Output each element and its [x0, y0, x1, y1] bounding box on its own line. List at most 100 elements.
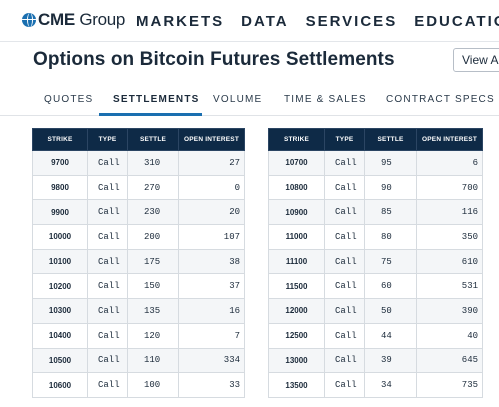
open-interest-cell: 0: [178, 174, 245, 201]
table-row: 12500 Call 44 40: [268, 322, 483, 349]
top-navigation-bar: CME Group MARKETS DATA SERVICES EDUCATIO…: [0, 0, 499, 42]
tab-contract-specs[interactable]: CONTRACT SPECS: [386, 94, 495, 105]
table-header-row: STRIKE TYPE SETTLE OPEN INTEREST: [32, 128, 245, 151]
settle-cell: 270: [127, 174, 179, 201]
strike-cell: 13000: [268, 347, 325, 374]
open-interest-cell: 107: [178, 224, 245, 250]
strike-cell: 10900: [268, 199, 325, 226]
table-row: 10000 Call 200 107: [32, 224, 245, 250]
type-cell: Call: [87, 199, 128, 226]
type-cell: Call: [324, 347, 365, 374]
table-row: 10900 Call 85 116: [268, 199, 483, 226]
strike-cell: 10000: [32, 224, 88, 250]
settle-cell: 310: [127, 150, 179, 176]
strike-cell: 10400: [32, 322, 88, 349]
type-cell: Call: [324, 199, 365, 226]
type-cell: Call: [87, 298, 128, 324]
open-interest-cell: 390: [416, 298, 483, 324]
globe-icon: [22, 13, 36, 27]
type-cell: Call: [87, 273, 128, 300]
table-row: 11500 Call 60 531: [268, 273, 483, 300]
page-title: Options on Bitcoin Futures Settlements: [33, 49, 395, 70]
settle-cell: 85: [364, 199, 417, 226]
settle-cell: 60: [364, 273, 417, 300]
strike-cell: 12000: [268, 298, 325, 324]
open-interest-cell: 735: [416, 372, 483, 398]
settlements-table-left: STRIKE TYPE SETTLE OPEN INTEREST 9700 Cal…: [32, 128, 245, 398]
type-cell: Call: [324, 248, 365, 275]
open-interest-cell: 40: [416, 322, 483, 349]
open-interest-cell: 38: [178, 248, 245, 275]
tab-settlements[interactable]: SETTLEMENTS: [113, 94, 200, 105]
column-header-settle[interactable]: SETTLE: [364, 128, 417, 151]
settle-cell: 50: [364, 298, 417, 324]
settle-cell: 110: [127, 347, 179, 374]
settle-cell: 120: [127, 322, 179, 349]
strike-cell: 11000: [268, 224, 325, 250]
tab-volume[interactable]: VOLUME: [213, 94, 263, 105]
strike-cell: 10700: [268, 150, 325, 176]
cme-group-logo[interactable]: CME Group: [22, 10, 125, 30]
column-header-open-interest[interactable]: OPEN INTEREST: [416, 128, 483, 151]
type-cell: Call: [324, 224, 365, 250]
column-header-strike[interactable]: STRIKE: [268, 128, 325, 151]
open-interest-cell: 33: [178, 372, 245, 398]
tab-quotes[interactable]: QUOTES: [44, 94, 94, 105]
open-interest-cell: 20: [178, 199, 245, 226]
table-row: 10300 Call 135 16: [32, 298, 245, 324]
table-row: 10200 Call 150 37: [32, 273, 245, 300]
table-row: 9800 Call 270 0: [32, 174, 245, 201]
settle-cell: 44: [364, 322, 417, 349]
table-row: 11000 Call 80 350: [268, 224, 483, 250]
table-row: 11100 Call 75 610: [268, 248, 483, 275]
table-row: 10700 Call 95 6: [268, 150, 483, 176]
strike-cell: 10300: [32, 298, 88, 324]
open-interest-cell: 531: [416, 273, 483, 300]
type-cell: Call: [324, 372, 365, 398]
type-cell: Call: [87, 224, 128, 250]
open-interest-cell: 37: [178, 273, 245, 300]
strike-cell: 9800: [32, 174, 88, 201]
strike-cell: 10500: [32, 347, 88, 374]
type-cell: Call: [324, 150, 365, 176]
settle-cell: 34: [364, 372, 417, 398]
table-header-row: STRIKE TYPE SETTLE OPEN INTEREST: [268, 128, 483, 151]
settle-cell: 95: [364, 150, 417, 176]
column-header-open-interest[interactable]: OPEN INTEREST: [178, 128, 245, 151]
view-button[interactable]: View An: [453, 48, 499, 72]
nav-education[interactable]: EDUCATION: [414, 13, 499, 30]
table-row: 9700 Call 310 27: [32, 150, 245, 176]
type-cell: Call: [324, 174, 365, 201]
column-header-strike[interactable]: STRIKE: [32, 128, 88, 151]
nav-services[interactable]: SERVICES: [305, 13, 398, 30]
column-header-type[interactable]: TYPE: [324, 128, 365, 151]
nav-markets[interactable]: MARKETS: [136, 13, 225, 30]
column-header-settle[interactable]: SETTLE: [127, 128, 179, 151]
type-cell: Call: [87, 347, 128, 374]
type-cell: Call: [87, 150, 128, 176]
tab-time-and-sales[interactable]: TIME & SALES: [284, 94, 367, 105]
settle-cell: 175: [127, 248, 179, 275]
table-row: 13500 Call 34 735: [268, 372, 483, 398]
main-nav: MARKETS DATA SERVICES EDUCATION: [136, 13, 499, 30]
settle-cell: 135: [127, 298, 179, 324]
column-header-type[interactable]: TYPE: [87, 128, 128, 151]
open-interest-cell: 7: [178, 322, 245, 349]
strike-cell: 13500: [268, 372, 325, 398]
table-row: 10400 Call 120 7: [32, 322, 245, 349]
settle-cell: 90: [364, 174, 417, 201]
type-cell: Call: [87, 248, 128, 275]
table-row: 10600 Call 100 33: [32, 372, 245, 398]
type-cell: Call: [87, 322, 128, 349]
open-interest-cell: 334: [178, 347, 245, 374]
tab-bar: QUOTES SETTLEMENTS VOLUME TIME & SALES C…: [0, 86, 499, 116]
logo-text: CME Group: [38, 10, 126, 29]
type-cell: Call: [324, 298, 365, 324]
open-interest-cell: 116: [416, 199, 483, 226]
strike-cell: 9900: [32, 199, 88, 226]
strike-cell: 11100: [268, 248, 325, 275]
settle-cell: 150: [127, 273, 179, 300]
nav-data[interactable]: DATA: [241, 13, 289, 30]
open-interest-cell: 27: [178, 150, 245, 176]
open-interest-cell: 6: [416, 150, 483, 176]
